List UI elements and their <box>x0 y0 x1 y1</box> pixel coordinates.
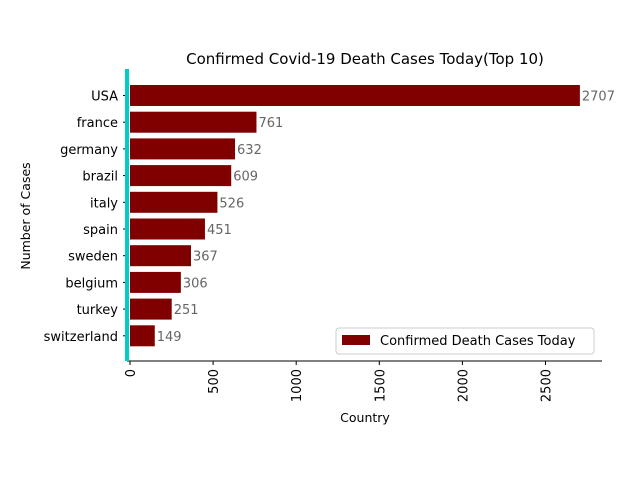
category-label-turkey: turkey <box>77 303 119 318</box>
data-label-switzerland: 149 <box>157 330 182 345</box>
category-label-switzerland: switzerland <box>44 330 118 345</box>
data-label-italy: 526 <box>219 196 244 211</box>
x-tick-label-0: 0 <box>124 369 139 377</box>
x-tick-label-2500: 2500 <box>539 369 554 402</box>
category-label-belgium: belgium <box>65 276 118 291</box>
x-tick-label-1000: 1000 <box>290 369 305 402</box>
x-tick-label-2000: 2000 <box>456 369 471 402</box>
x-tick-label-1500: 1500 <box>373 369 388 402</box>
bar-switzerland <box>130 325 155 347</box>
axis-layer: USA france germany brazil italy spain sweden be… <box>44 69 602 402</box>
category-label-brazil: brazil <box>82 170 118 185</box>
data-label-belgium: 306 <box>183 276 208 291</box>
legend-swatch <box>342 335 370 345</box>
bar-spain <box>130 218 205 240</box>
category-label-germany: germany <box>60 143 118 158</box>
category-label-spain: spain <box>83 223 118 238</box>
data-label-turkey: 251 <box>174 303 199 318</box>
bar-italy <box>130 191 218 213</box>
bar-france <box>130 111 257 133</box>
legend-frame <box>335 327 595 355</box>
data-label-france: 761 <box>258 116 283 131</box>
bar-belgium <box>130 271 181 293</box>
category-label-italy: italy <box>90 196 118 211</box>
category-label-sweden: sweden <box>68 250 118 265</box>
bar-usa <box>130 85 580 106</box>
y-axis-label: Number of Cases <box>18 162 33 269</box>
data-label-brazil: 609 <box>233 170 258 185</box>
legend: Confirmed Death Cases Today <box>335 327 595 355</box>
x-tick-label-500: 500 <box>207 369 222 394</box>
data-label-sweden: 367 <box>193 250 218 265</box>
legend-label: Confirmed Death Cases Today <box>380 334 576 349</box>
data-label-spain: 451 <box>207 223 232 238</box>
category-label-usa: USA <box>91 90 118 105</box>
data-label-usa: 2707 <box>582 90 615 105</box>
bar-brazil <box>130 165 232 187</box>
category-label-france: france <box>77 116 118 131</box>
chart-title: Confirmed Covid-19 Death Cases Today(Top… <box>186 50 544 68</box>
bar-germany <box>130 138 236 160</box>
bar-sweden <box>130 245 191 267</box>
bar-turkey <box>130 298 172 320</box>
bars-layer: 2707 761 632 609 526 451 367 306 251 149 <box>130 85 615 347</box>
data-label-germany: 632 <box>237 143 262 158</box>
x-axis-label: Country <box>340 410 390 425</box>
